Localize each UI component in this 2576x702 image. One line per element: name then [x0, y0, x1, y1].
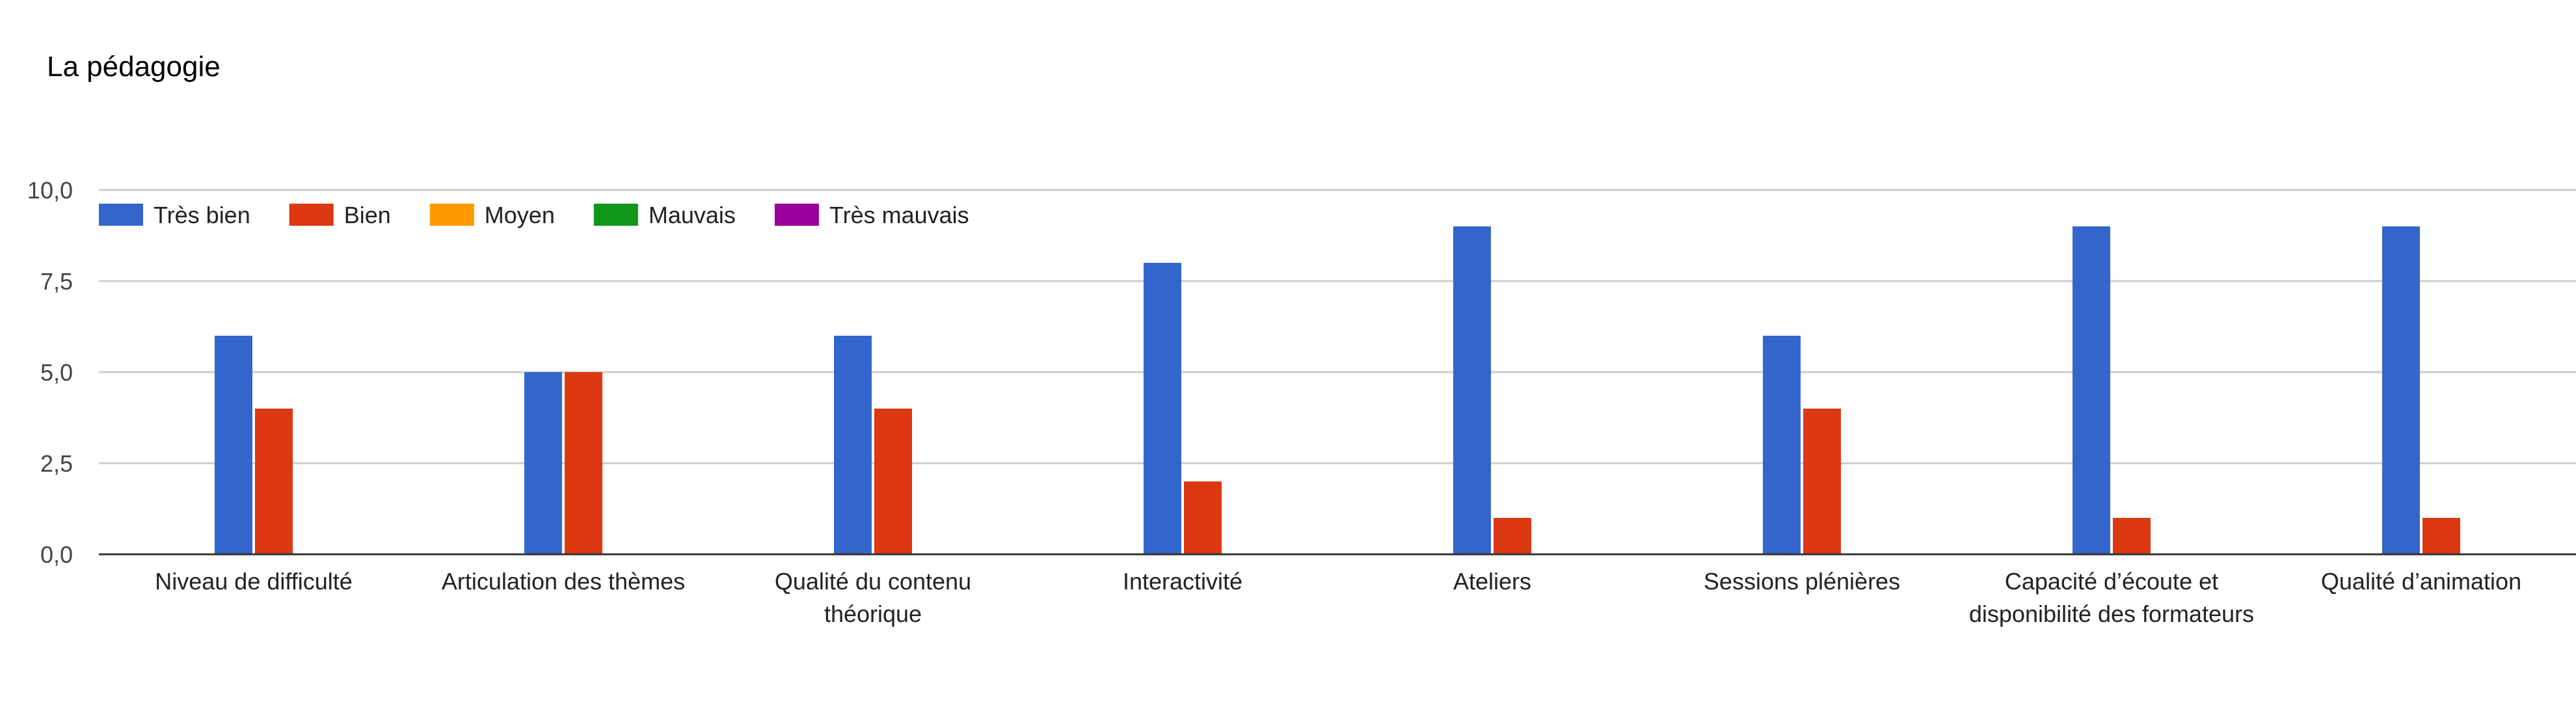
- bar-très-bien-5[interactable]: [1763, 336, 1801, 554]
- legend-label[interactable]: Bien: [344, 202, 391, 228]
- legend: Très bien Bien Moyen Mauvais Très mauvais: [99, 202, 969, 228]
- x-tick-label: Sessions plénières: [1704, 568, 1900, 595]
- axes: 0,0 2,5 5,0 7,5 10,0 Niveau de difficulté Arti…: [27, 177, 2576, 627]
- x-tick-label: Ateliers: [1453, 568, 1531, 595]
- bar-très-bien-6[interactable]: [2073, 226, 2110, 554]
- bar-bien-1[interactable]: [565, 372, 602, 554]
- x-tick-label: Articulation des thèmes: [442, 568, 685, 595]
- x-tick-label: théorique: [824, 601, 922, 627]
- bar-bien-2[interactable]: [874, 409, 912, 554]
- y-tick-label: 7,5: [40, 268, 73, 295]
- x-tick-label: Niveau de difficulté: [155, 568, 353, 595]
- bar-bien-0[interactable]: [255, 409, 293, 554]
- y-tick-label: 0,0: [40, 541, 73, 568]
- legend-label[interactable]: Très bien: [154, 202, 250, 228]
- x-tick-label: disponibilité des formateurs: [1969, 601, 2254, 627]
- legend-swatch: [99, 204, 143, 226]
- chart-title: La pédagogie: [47, 51, 221, 83]
- bar-bien-6[interactable]: [2113, 518, 2151, 554]
- bar-très-bien-4[interactable]: [1453, 226, 1491, 554]
- bar-très-bien-7[interactable]: [2382, 226, 2420, 554]
- y-tick-label: 2,5: [40, 450, 73, 477]
- legend-label[interactable]: Moyen: [485, 202, 555, 228]
- bar-très-bien-3[interactable]: [1144, 263, 1181, 554]
- x-tick-label: Qualité du contenu: [775, 568, 971, 595]
- legend-swatch: [289, 204, 334, 226]
- bar-bien-3[interactable]: [1184, 481, 1222, 554]
- bar-très-bien-1[interactable]: [524, 372, 562, 554]
- y-tick-label: 5,0: [40, 359, 73, 386]
- x-tick-label: Qualité d’animation: [2321, 568, 2521, 595]
- bar-bien-7[interactable]: [2422, 518, 2460, 554]
- bar-très-bien-2[interactable]: [834, 336, 872, 554]
- legend-label[interactable]: Très mauvais: [829, 202, 969, 228]
- bars: [215, 226, 2460, 554]
- y-tick-label: 10,0: [27, 177, 73, 204]
- legend-label[interactable]: Mauvais: [649, 202, 736, 228]
- legend-swatch: [593, 204, 638, 226]
- bar-bien-4[interactable]: [1494, 518, 1531, 554]
- legend-swatch: [429, 204, 474, 226]
- gridlines: [99, 189, 2576, 465]
- x-tick-label: Interactivité: [1123, 568, 1242, 595]
- bar-bien-5[interactable]: [1803, 409, 1841, 554]
- x-tick-label: Capacité d’écoute et: [2005, 568, 2218, 595]
- bar-très-bien-0[interactable]: [215, 336, 252, 554]
- legend-swatch: [774, 204, 819, 226]
